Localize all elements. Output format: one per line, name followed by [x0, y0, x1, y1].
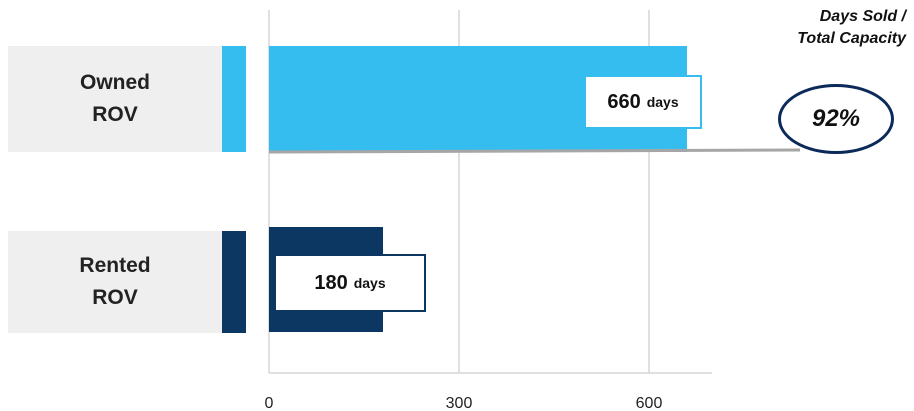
x-tick-label-600: 600 [636, 395, 663, 411]
data-label-rented-unit: days [353, 275, 386, 291]
category-strip-rented [222, 231, 246, 333]
x-tick-label-0: 0 [265, 395, 274, 411]
category-box-owned: Owned ROV [8, 46, 222, 152]
data-label-owned: 660 days [584, 75, 702, 129]
data-label-owned-unit: days [646, 94, 679, 110]
ratio-value: 92% [811, 105, 861, 132]
ratio-oval: 92% [778, 84, 894, 154]
x-axis: 0 300 600 [265, 372, 712, 411]
x-tick-label-300: 300 [446, 395, 473, 411]
data-label-owned-value: 660 [607, 90, 641, 113]
category-box-rented: Rented ROV [8, 231, 222, 333]
data-label-rented-value: 180 [314, 271, 348, 294]
reference-line [268, 148, 801, 154]
side-title: Days Sold / Total Capacity [797, 8, 906, 47]
category-label-rented: Rented ROV [79, 254, 151, 309]
category-strip-owned [222, 46, 246, 152]
category-label-owned: Owned ROV [79, 71, 150, 126]
data-label-rented: 180 days [274, 254, 426, 312]
